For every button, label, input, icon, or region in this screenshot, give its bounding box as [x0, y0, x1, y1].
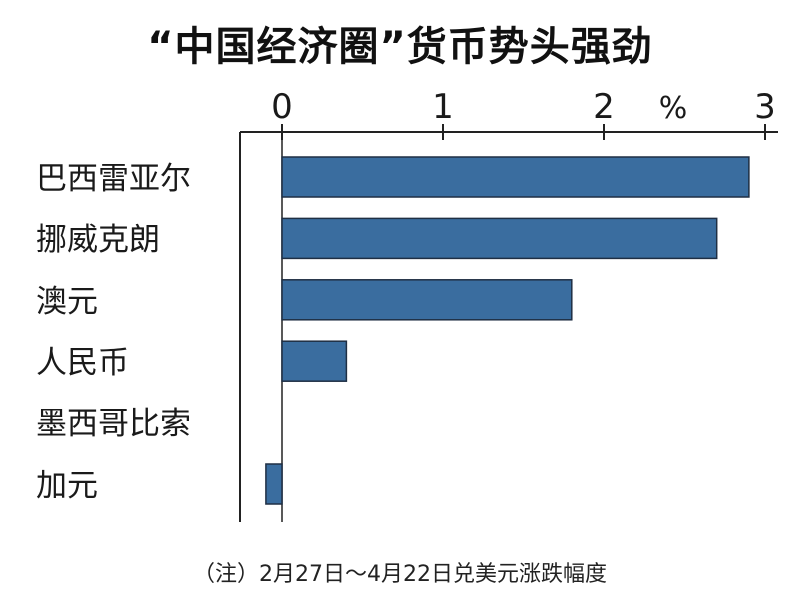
bar-nok [281, 217, 718, 260]
bar-cad [265, 463, 283, 505]
category-label-5: 加元 [36, 468, 98, 504]
chart-title: “中国经济圈”货币势头强劲 [147, 24, 653, 70]
tick-label-2: 2 [593, 87, 615, 127]
category-label-1: 挪威克朗 [36, 222, 160, 258]
category-label-0: 巴西雷亚尔 [36, 161, 191, 197]
category-label-4: 墨西哥比索 [36, 406, 191, 442]
bar-aud [281, 279, 573, 321]
bar-cny [281, 340, 348, 382]
unit-label: % [659, 91, 688, 126]
chart-note: （注）2月27日～4月22日兑美元涨跌幅度 [193, 562, 607, 587]
bar-brl [281, 156, 750, 198]
category-label-3: 人民币 [36, 345, 129, 381]
tick-label-1: 1 [432, 87, 454, 127]
category-label-2: 澳元 [36, 284, 98, 320]
tick-label-0: 0 [271, 87, 293, 127]
tick-label-3: 3 [754, 87, 776, 127]
